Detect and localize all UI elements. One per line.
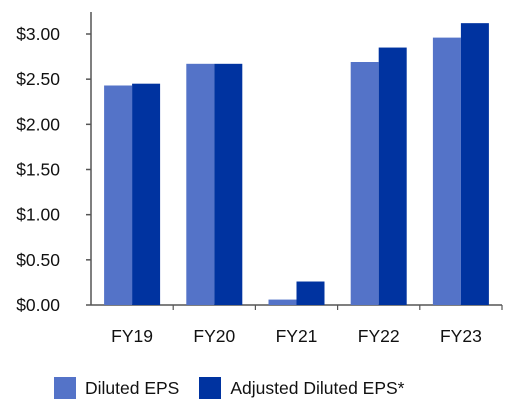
y-tick-label: $2.50 xyxy=(16,69,60,89)
x-tick-label: FY20 xyxy=(193,326,235,346)
x-tick-label: FY22 xyxy=(358,326,400,346)
legend-item-adjusted-diluted-eps: Adjusted Diluted EPS* xyxy=(199,377,405,399)
x-tick-label: FY19 xyxy=(111,326,153,346)
x-tick-label: FY23 xyxy=(440,326,482,346)
bar-adjusted-diluted-eps-fy21 xyxy=(296,281,325,305)
bar-adjusted-diluted-eps-fy20 xyxy=(214,63,243,306)
x-axis: FY19 FY20 FY21 FY22 FY23 xyxy=(91,304,503,346)
y-tick-label: $2.00 xyxy=(16,114,60,134)
y-axis: $0.00 $0.50 $1.00 $1.50 $2.00 $2.50 $3.00 xyxy=(16,12,92,315)
bar-adjusted-diluted-eps-fy23 xyxy=(460,23,489,305)
legend-swatch-diluted-eps xyxy=(54,377,76,399)
bar-diluted-eps-fy19 xyxy=(104,85,133,306)
legend-swatch-adjusted-diluted-eps xyxy=(199,377,222,399)
bar-adjusted-diluted-eps-fy22 xyxy=(378,47,407,306)
y-tick-label: $0.00 xyxy=(16,295,60,315)
legend-label-diluted-eps: Diluted EPS xyxy=(85,377,180,398)
y-tick-label: $0.50 xyxy=(16,250,60,270)
legend-label-adjusted-diluted-eps: Adjusted Diluted EPS* xyxy=(230,377,405,398)
x-tick-label: FY21 xyxy=(276,326,318,346)
bar-adjusted-diluted-eps-fy19 xyxy=(132,83,161,305)
y-tick-label: $1.50 xyxy=(16,160,60,180)
bar-diluted-eps-fy23 xyxy=(432,37,461,305)
y-tick-label: $3.00 xyxy=(16,24,60,44)
bar-diluted-eps-fy20 xyxy=(186,63,215,306)
bars xyxy=(104,23,489,306)
bar-diluted-eps-fy22 xyxy=(350,62,379,306)
bar-diluted-eps-fy21 xyxy=(268,299,297,305)
legend: Diluted EPS Adjusted Diluted EPS* xyxy=(54,377,425,399)
legend-item-diluted-eps: Diluted EPS xyxy=(54,377,179,399)
y-tick-label: $1.00 xyxy=(16,205,60,225)
